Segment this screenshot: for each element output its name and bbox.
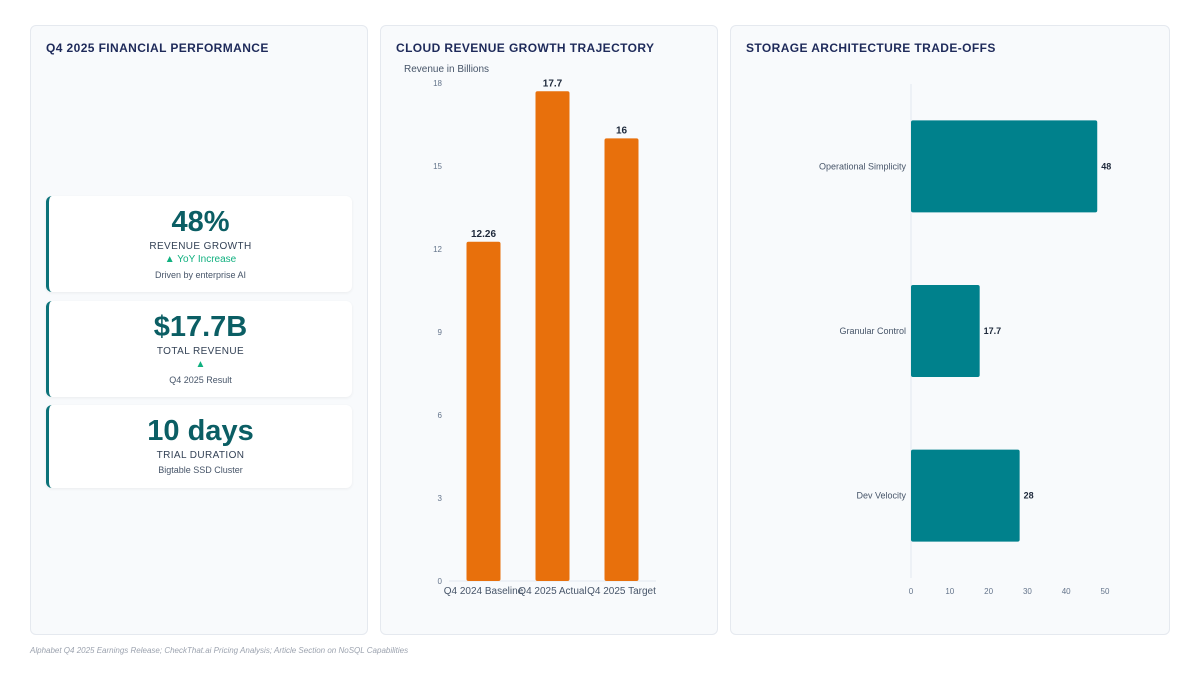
data-label: 17.7 (984, 326, 1002, 336)
y-tick-label: Dev Velocity (856, 491, 906, 501)
y-tick-label: Granular Control (839, 326, 906, 336)
y-tick-label: 15 (433, 162, 442, 171)
kpi-trend: ▲ YoY Increase (164, 254, 237, 265)
cloud-revenue-bar-chart: Revenue in Billions 0 3 6 9 12 15 18 12.26 Q4 202… (404, 64, 656, 597)
panel-title: Q4 2025 FINANCIAL PERFORMANCE (46, 41, 269, 55)
x-tick-label: Q4 2025 Actual (518, 586, 586, 597)
kpi-note: Bigtable SSD Cluster (158, 465, 243, 475)
y-tick-label: 0 (438, 577, 443, 586)
x-tick-label: 50 (1101, 587, 1110, 596)
kpi-value: 48% (171, 206, 230, 238)
data-label: 16 (616, 125, 628, 136)
kpi-card-total-revenue: $17.7B TOTAL REVENUE ▲ Q4 2025 Result (46, 301, 352, 397)
bar (535, 91, 570, 582)
bar (604, 138, 639, 581)
panel-title: STORAGE ARCHITECTURE TRADE-OFFS (746, 41, 996, 55)
data-label: 48 (1101, 161, 1111, 171)
x-tick-label: 10 (945, 587, 954, 596)
kpi-card-trial-duration: 10 days TRIAL DURATION Bigtable SSD Clus… (46, 405, 352, 488)
y-tick-label: Operational Simplicity (819, 161, 907, 171)
y-tick-label: 6 (438, 411, 443, 420)
kpi-label: REVENUE GROWTH (149, 241, 252, 252)
bar (911, 285, 980, 377)
data-label: 28 (1024, 491, 1034, 501)
y-tick-label: 18 (433, 79, 442, 88)
bar (911, 120, 1098, 213)
x-tick-label: Q4 2025 Target (587, 586, 656, 597)
kpi-label: TOTAL REVENUE (156, 346, 245, 357)
y-axis-label: Revenue in Billions (404, 64, 489, 75)
x-tick-label: 30 (1023, 587, 1032, 596)
y-tick-label: 9 (438, 328, 443, 337)
x-tick-label: 20 (984, 587, 993, 596)
kpi-value: $17.7B (153, 311, 248, 343)
data-label: 12.26 (471, 229, 496, 240)
kpi-card-revenue-growth: 48% REVENUE GROWTH ▲ YoY Increase Driven… (46, 196, 352, 292)
x-tick-label: 0 (909, 587, 914, 596)
kpi-value: 10 days (147, 415, 254, 447)
x-tick-label: 40 (1062, 587, 1071, 596)
kpi-label: TRIAL DURATION (156, 450, 245, 461)
kpi-note: Driven by enterprise AI (154, 270, 247, 280)
data-label: 17.7 (543, 78, 563, 89)
bar (911, 449, 1020, 542)
bar (466, 241, 501, 581)
storage-tradeoffs-bar-chart: 0 10 20 30 40 50 48 Operational Simplicity 17.7 G… (819, 84, 1111, 596)
kpi-trend: ▲ (195, 359, 206, 370)
kpi-note: Q4 2025 Result (169, 375, 232, 385)
x-tick-label: Q4 2024 Baseline (444, 586, 524, 597)
y-tick-label: 12 (433, 245, 442, 254)
storage-tradeoffs-panel: STORAGE ARCHITECTURE TRADE-OFFS 0 10 20 30 4… (730, 25, 1170, 635)
source-footnote: Alphabet Q4 2025 Earnings Release; Check… (30, 646, 409, 655)
panel-title: CLOUD REVENUE GROWTH TRAJECTORY (396, 41, 655, 55)
cloud-revenue-panel: CLOUD REVENUE GROWTH TRAJECTORY Revenue … (380, 25, 718, 635)
financial-performance-panel: Q4 2025 FINANCIAL PERFORMANCE 48% REVENU… (30, 25, 368, 635)
y-tick-label: 3 (438, 494, 443, 503)
